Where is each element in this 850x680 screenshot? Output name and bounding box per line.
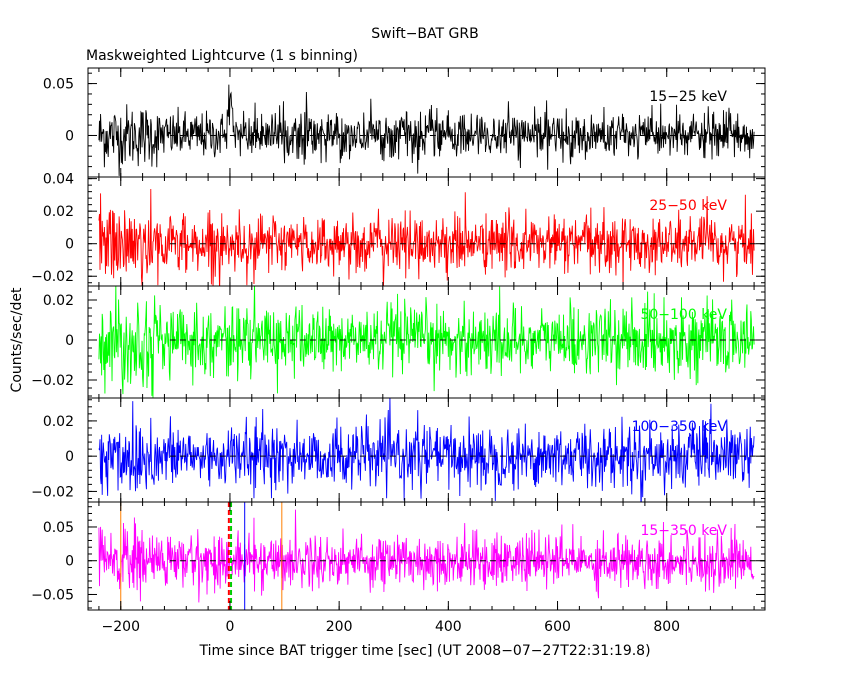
x-tick-label: 400 (435, 619, 462, 635)
panel-3: −0.02 0 0.02 50−100 keV (31, 285, 766, 399)
y-tick-label: 0.05 (43, 77, 74, 93)
y-tick-label: 0.02 (43, 414, 74, 430)
y-tick-label: 0 (65, 554, 74, 570)
y-tick-label: 0 (65, 449, 74, 465)
y-tick-label: 0.05 (43, 520, 74, 536)
lightcurve-trace (98, 84, 755, 176)
lightcurve-trace (98, 286, 755, 398)
y-tick-label: 0 (65, 128, 74, 144)
y-tick-label: 0.04 (43, 172, 74, 188)
x-tick-label: 600 (544, 619, 571, 635)
lightcurve-trace (98, 509, 755, 603)
lightcurve-trace (98, 188, 755, 286)
band-label: 100−350 keV (632, 419, 728, 435)
y-tick-label: −0.05 (31, 587, 74, 603)
band-label: 15−350 keV (640, 523, 727, 539)
chart-subtitle: Maskweighted Lightcurve (1 s binning) (86, 48, 358, 64)
band-label: 50−100 keV (640, 307, 727, 323)
chart-title: Swift−BAT GRB (371, 26, 478, 42)
band-label: 15−25 keV (649, 89, 727, 105)
x-tick-label: 0 (225, 619, 234, 635)
panel-1: 0 0.05 15−25 keV (43, 67, 766, 178)
y-tick-label: 0 (65, 333, 74, 349)
panel-frame (87, 176, 766, 287)
panel-2: −0.02 0 0.02 0.04 25−50 keV (31, 172, 766, 287)
y-tick-label: −0.02 (31, 373, 74, 389)
band-label: 25−50 keV (649, 198, 727, 214)
y-tick-label: −0.02 (31, 484, 74, 500)
panel-5: −0.05 0 0.05 15−350 keV (31, 501, 766, 611)
y-tick-label: −0.02 (31, 269, 74, 285)
y-tick-label: 0.02 (43, 204, 74, 220)
x-axis-label: Time since BAT trigger time [sec] (UT 20… (198, 643, 650, 659)
panel-4: −0.02 0 0.02 100−350 keV (31, 397, 766, 503)
y-tick-label: 0.02 (43, 293, 74, 309)
y-axis-label: Counts/sec/det (9, 287, 25, 392)
x-tick-label: −200 (102, 619, 140, 635)
panel-frame (87, 67, 766, 178)
lightcurve-trace (98, 398, 755, 502)
x-tick-label: 200 (326, 619, 353, 635)
y-tick-label: 0 (65, 237, 74, 253)
x-tick-label: 800 (653, 619, 680, 635)
